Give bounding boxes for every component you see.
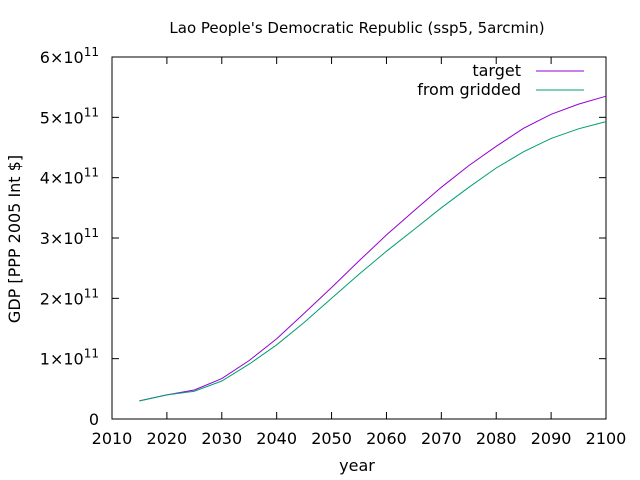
x-tick-label: 2030 — [201, 429, 242, 448]
x-tick-label: 2060 — [366, 429, 407, 448]
x-tick-label: 2010 — [92, 429, 133, 448]
y-tick-label: 6×1011 — [40, 45, 99, 67]
y-tick-label: 3×1011 — [40, 226, 99, 248]
x-tick-label: 2070 — [421, 429, 462, 448]
series-line-target — [139, 95, 607, 402]
x-axis-label: year — [339, 456, 375, 475]
x-tick-label: 2020 — [147, 429, 188, 448]
axis-ticks: 2010 2020 2030 2040 2050 2060 2070 2080 2090 2100… — [40, 45, 627, 448]
y-tick-label: 1×1011 — [40, 347, 99, 369]
y-tick-label: 0 — [89, 410, 99, 429]
x-tick-label: 2080 — [476, 429, 517, 448]
series-lines — [139, 95, 607, 402]
legend-label-from-gridded: from gridded — [417, 80, 521, 99]
plot-frame — [111, 56, 607, 420]
chart-title: Lao People's Democratic Republic (ssp5, … — [169, 19, 544, 37]
y-tick-label: 2×1011 — [40, 286, 99, 308]
y-axis-label: GDP [PPP 2005 Int $] — [5, 155, 24, 323]
x-tick-label: 2040 — [256, 429, 297, 448]
series-line-from-gridded — [139, 121, 607, 402]
x-tick-label: 2050 — [311, 429, 352, 448]
y-tick-label: 5×1011 — [40, 105, 99, 127]
x-tick-label: 2090 — [531, 429, 572, 448]
x-tick-label: 2100 — [586, 429, 627, 448]
legend-label-target: target — [472, 61, 521, 80]
y-tick-label: 4×1011 — [40, 166, 99, 188]
